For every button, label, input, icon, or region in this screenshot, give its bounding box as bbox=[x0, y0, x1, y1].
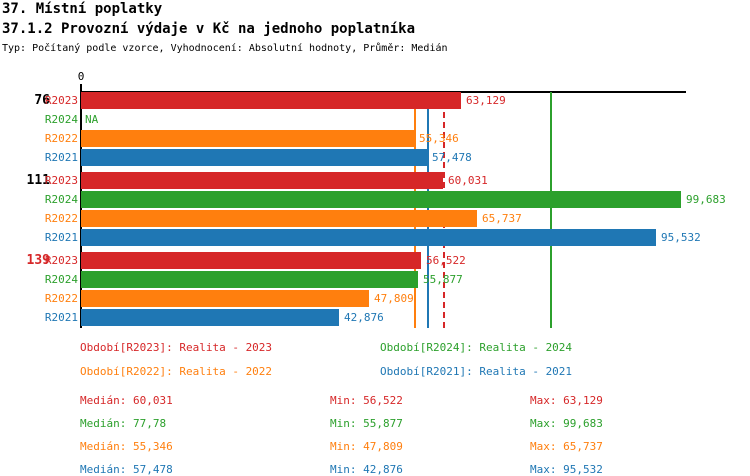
chart-statistics: Medián: 60,031 Min: 56,522 Max: 63,129 Medi… bbox=[80, 393, 603, 476]
chart-title: 37.1.2 Provozní výdaje v Kč na jednoho p… bbox=[2, 21, 416, 37]
stat-min-R2023: Min: 56,522 bbox=[330, 394, 403, 407]
bar-value-139-R2023: 56,522 bbox=[426, 254, 466, 267]
bar-value-76-R2022: 55,346 bbox=[419, 132, 459, 145]
page-title: 37. Místní poplatky bbox=[2, 1, 163, 17]
bar-value-76-R2023: 63,129 bbox=[466, 94, 506, 107]
stat-median-R2024: Medián: 77,78 bbox=[80, 417, 167, 430]
bar-value-76-R2024: NA bbox=[85, 113, 99, 126]
series-label-139-R2022: R2022 bbox=[44, 292, 78, 305]
bar-value-139-R2022: 47,809 bbox=[374, 292, 414, 305]
bar-111-R2024 bbox=[81, 191, 681, 208]
group-label-111: 111 bbox=[26, 173, 50, 188]
series-label-76-R2022: R2022 bbox=[44, 132, 78, 145]
stat-max-R2021: Max: 95,532 bbox=[530, 463, 603, 476]
stat-max-R2024: Max: 99,683 bbox=[530, 417, 603, 430]
series-label-76-R2021: R2021 bbox=[44, 151, 78, 164]
stat-median-R2021: Medián: 57,478 bbox=[80, 463, 173, 476]
chart-legend: Období[R2023]: Realita - 2023 Období[R202… bbox=[80, 340, 572, 388]
stat-max-R2022: Max: 65,737 bbox=[530, 440, 603, 453]
legend-item-R2023: Období[R2023]: Realita - 2023 bbox=[80, 341, 273, 354]
legend-item-R2021: Období[R2021]: Realita - 2021 bbox=[380, 365, 573, 378]
bar-139-R2022 bbox=[81, 290, 369, 307]
series-label-139-R2023: R2023 bbox=[44, 254, 78, 267]
chart-subtitle: Typ: Počítaný podle vzorce, Vyhodnocení:… bbox=[2, 43, 448, 54]
stat-min-R2022: Min: 47,809 bbox=[330, 440, 403, 453]
series-label-111-R2022: R2022 bbox=[44, 212, 78, 225]
bar-139-R2023 bbox=[81, 252, 421, 269]
bar-value-111-R2024: 99,683 bbox=[686, 193, 726, 206]
bar-139-R2024 bbox=[81, 271, 418, 288]
bar-76-R2023 bbox=[81, 92, 461, 109]
legend-item-R2022: Období[R2022]: Realita - 2022 bbox=[80, 365, 273, 378]
stat-max-R2023: Max: 63,129 bbox=[530, 394, 603, 407]
bar-value-76-R2021: 57,478 bbox=[432, 151, 472, 164]
bar-76-R2021 bbox=[81, 149, 427, 166]
series-label-111-R2023: R2023 bbox=[44, 174, 78, 187]
bar-111-R2023 bbox=[81, 172, 443, 189]
series-label-139-R2024: R2024 bbox=[44, 273, 78, 286]
bar-value-111-R2022: 65,737 bbox=[482, 212, 522, 225]
median-line-R2024 bbox=[550, 92, 552, 328]
series-label-76-R2024: R2024 bbox=[44, 113, 78, 126]
bar-111-R2022 bbox=[81, 210, 477, 227]
bar-value-111-R2023: 60,031 bbox=[448, 174, 488, 187]
legend-item-R2024: Období[R2024]: Realita - 2024 bbox=[380, 341, 573, 354]
stat-median-R2023: Medián: 60,031 bbox=[80, 394, 173, 407]
bar-111-R2021 bbox=[81, 229, 656, 246]
stat-min-R2024: Min: 55,877 bbox=[330, 417, 403, 430]
group-label-76: 76 bbox=[34, 93, 50, 108]
series-label-76-R2023: R2023 bbox=[44, 94, 78, 107]
stat-median-R2022: Medián: 55,346 bbox=[80, 440, 173, 453]
bar-value-139-R2024: 55,877 bbox=[423, 273, 463, 286]
bar-139-R2021 bbox=[81, 309, 339, 326]
group-label-139: 139 bbox=[26, 253, 50, 268]
series-label-111-R2021: R2021 bbox=[44, 231, 78, 244]
bar-value-139-R2021: 42,876 bbox=[344, 311, 384, 324]
series-label-139-R2021: R2021 bbox=[44, 311, 78, 324]
stat-min-R2021: Min: 42,876 bbox=[330, 463, 403, 476]
bar-76-R2022 bbox=[81, 130, 414, 147]
x-axis-zero-tick-label: 0 bbox=[77, 70, 85, 83]
bar-value-111-R2021: 95,532 bbox=[661, 231, 701, 244]
series-label-111-R2024: R2024 bbox=[44, 193, 78, 206]
